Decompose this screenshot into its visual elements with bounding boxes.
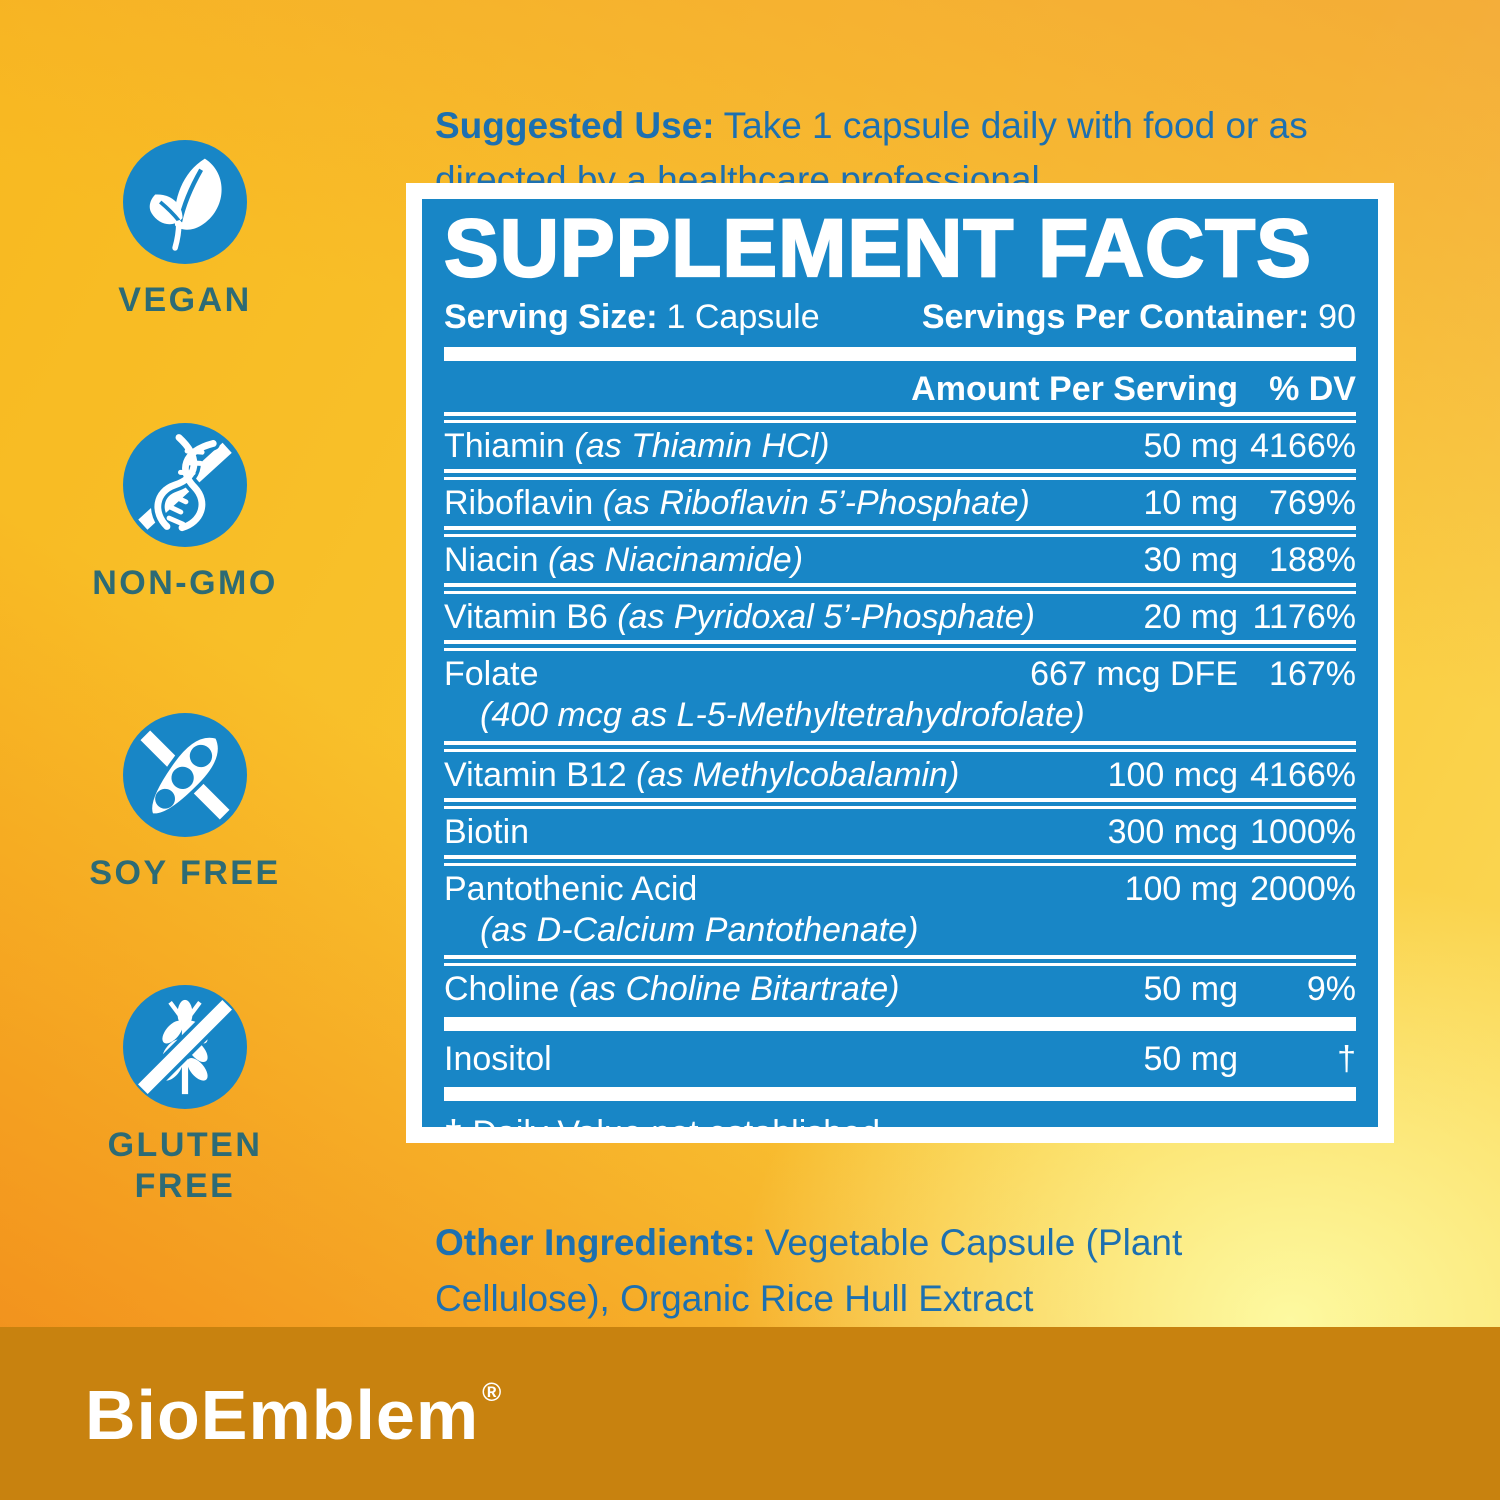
thick-divider xyxy=(444,1017,1356,1032)
vegan-leaf-icon xyxy=(123,140,247,264)
badge-gluten-free-label: GLUTEN FREE xyxy=(107,1126,263,1205)
table-row: Niacin (as Niacinamide) 30 mg 188% xyxy=(444,540,1356,579)
serving-info-row: Serving Size: 1 Capsule Servings Per Cont… xyxy=(444,298,1356,337)
thick-divider xyxy=(444,346,1356,361)
table-row: Inositol 50 mg † xyxy=(444,1040,1356,1079)
table-row: Biotin 300 mcg 1000% xyxy=(444,812,1356,851)
other-ingredients-body: Vegetable Capsule (Plant Cellulose), Org… xyxy=(435,1222,1183,1319)
double-divider xyxy=(444,854,1356,866)
table-row-subline: (as D-Calcium Pantothenate) xyxy=(480,910,919,949)
table-header-row: Amount Per Serving % DV xyxy=(444,366,1356,412)
badge-non-gmo-label: NON-GMO xyxy=(92,564,278,602)
table-row: Vitamin B6 (as Pyridoxal 5’-Phosphate) 2… xyxy=(444,597,1356,636)
non-gmo-dna-crossed-icon xyxy=(123,423,247,547)
table-row: Choline (as Choline Bitartrate) 50 mg 9% xyxy=(444,970,1356,1009)
double-divider xyxy=(444,411,1356,423)
thick-divider xyxy=(444,1087,1356,1102)
suggested-use-label: Suggested Use: xyxy=(435,105,715,146)
other-ingredients-text: Other Ingredients: Vegetable Capsule (Pla… xyxy=(435,1215,1340,1326)
brand-band: BioEmblem ® xyxy=(0,1327,1500,1500)
daily-value-footnote: † Daily Value not established. xyxy=(444,1106,1356,1127)
column-header-dv: % DV xyxy=(1269,369,1356,408)
servings-per-container-value: 90 xyxy=(1318,297,1356,336)
double-divider xyxy=(444,582,1356,594)
panel-title: SUPPLEMENT FACTS xyxy=(443,203,1312,294)
double-divider xyxy=(444,640,1356,652)
badge-vegan-label: VEGAN xyxy=(118,281,252,319)
table-row-subline: (400 mcg as L-5-Methyltetrahydrofolate) xyxy=(480,696,1085,735)
double-divider xyxy=(444,797,1356,809)
serving-size-label: Serving Size: xyxy=(444,297,658,336)
table-row: Folate 667 mcg DFE 167% xyxy=(444,655,1356,694)
soy-free-soybean-crossed-icon xyxy=(123,713,247,837)
registered-mark-icon: ® xyxy=(482,1377,503,1407)
table-row: Vitamin B12 (as Methylcobalamin) 100 mcg… xyxy=(444,755,1356,794)
badge-gluten-free: GLUTEN FREE xyxy=(65,985,305,1207)
badge-soy-free-label: SOY FREE xyxy=(89,854,281,892)
table-row: Thiamin (as Thiamin HCl) 50 mg 4166% xyxy=(444,426,1356,465)
table-row: Riboflavin (as Riboflavin 5’-Phosphate) … xyxy=(444,483,1356,522)
double-divider xyxy=(444,525,1356,537)
column-header-amount: Amount Per Serving xyxy=(911,369,1238,408)
table-row: Pantothenic Acid 100 mg 2000% xyxy=(444,869,1356,908)
double-divider xyxy=(444,740,1356,752)
brand-logo: BioEmblem ® xyxy=(85,1376,503,1454)
other-ingredients-label: Other Ingredients: xyxy=(435,1222,756,1263)
supplement-facts-panel: SUPPLEMENT FACTS Serving Size: 1 Capsule … xyxy=(406,183,1394,1143)
servings-per-container-label: Servings Per Container: xyxy=(921,297,1310,336)
badge-soy-free: SOY FREE xyxy=(65,713,305,894)
badge-non-gmo: NON-GMO xyxy=(65,423,305,604)
double-divider xyxy=(444,468,1356,480)
serving-size-value: 1 Capsule xyxy=(666,297,820,336)
badge-vegan: VEGAN xyxy=(65,140,305,321)
double-divider xyxy=(444,955,1356,967)
gluten-free-wheat-crossed-icon xyxy=(123,985,247,1109)
